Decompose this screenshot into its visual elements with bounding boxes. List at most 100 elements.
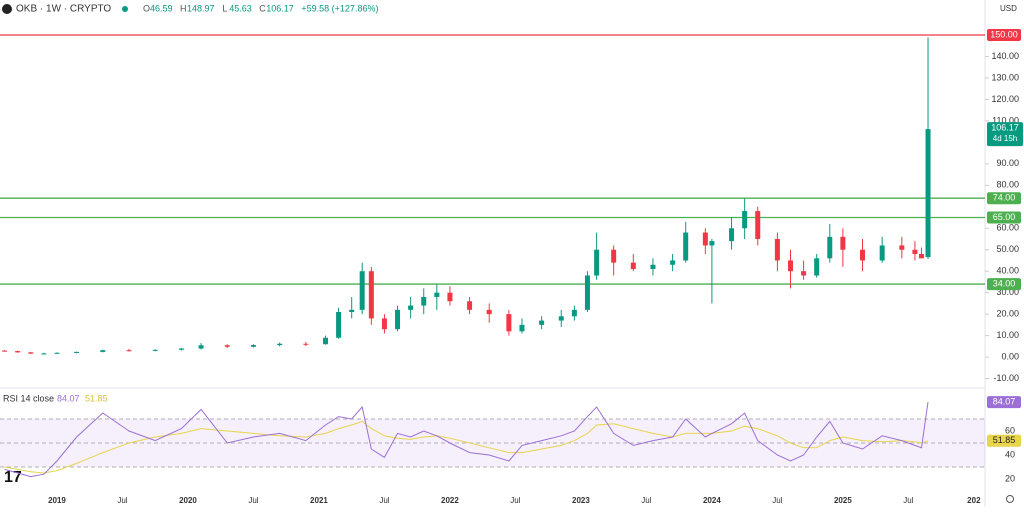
candle-body bbox=[571, 309, 577, 317]
level-label: 74.00 bbox=[993, 193, 1016, 203]
candle-body bbox=[558, 316, 564, 321]
candle-body bbox=[381, 318, 387, 330]
y-tick-label: 110.00 bbox=[992, 115, 1019, 125]
rsi-ma-value-label: 51.85 bbox=[993, 435, 1016, 445]
y-tick-label: 50.00 bbox=[996, 244, 1019, 254]
ohlc-key: L bbox=[222, 3, 227, 13]
x-tick-label: Jul bbox=[248, 496, 258, 505]
candle-body bbox=[879, 245, 885, 261]
y-tick-label: 130.00 bbox=[991, 72, 1019, 82]
x-tick-label: 2020 bbox=[179, 496, 197, 505]
candle-body bbox=[359, 271, 365, 310]
candle-body bbox=[434, 292, 440, 297]
ohlc-key: C bbox=[259, 3, 266, 13]
candle-body bbox=[912, 249, 918, 255]
candle-body bbox=[801, 271, 807, 276]
tv-logo: 17 bbox=[4, 469, 22, 486]
y-tick-label: 80.00 bbox=[996, 180, 1019, 190]
candle-body bbox=[224, 345, 230, 347]
candle-body bbox=[683, 232, 689, 261]
rsi-tick-label: 20 bbox=[1005, 473, 1015, 483]
x-tick-label: 2022 bbox=[441, 496, 459, 505]
y-tick-label: 0.00 bbox=[1001, 351, 1019, 361]
candle-body bbox=[506, 314, 512, 332]
candle-body bbox=[74, 351, 80, 353]
ohlc-value: 45.63 bbox=[229, 3, 252, 13]
candle-body bbox=[702, 232, 708, 246]
candle-body bbox=[774, 238, 780, 261]
y-tick-label: 120.00 bbox=[991, 94, 1019, 104]
candle-body bbox=[198, 345, 204, 349]
candle-body bbox=[519, 324, 525, 332]
candle-body bbox=[787, 260, 793, 272]
candle-body bbox=[594, 249, 600, 276]
candle-body bbox=[368, 271, 374, 319]
x-tick-label: 2023 bbox=[572, 496, 590, 505]
level-label: 65.00 bbox=[993, 212, 1016, 222]
y-tick-label: 60.00 bbox=[996, 223, 1019, 233]
candle-body bbox=[250, 345, 256, 347]
candle-body bbox=[729, 228, 735, 242]
level-label-box bbox=[987, 278, 1021, 291]
x-tick-label: 2019 bbox=[48, 496, 66, 505]
candle-body bbox=[918, 254, 924, 259]
candle-body bbox=[925, 129, 931, 258]
candle-body bbox=[126, 350, 132, 352]
symbol-icon bbox=[2, 4, 12, 14]
x-tick-label: Jul bbox=[772, 496, 782, 505]
rsi-ma-header-value: 51.85 bbox=[85, 393, 108, 403]
rsi-label: RSI 14 close bbox=[3, 393, 54, 403]
candle-body bbox=[41, 353, 47, 355]
candle-body bbox=[584, 275, 590, 310]
settings-icon[interactable] bbox=[1006, 495, 1014, 503]
candle-body bbox=[277, 343, 283, 346]
ohlc-key: O bbox=[143, 3, 150, 13]
candle-body bbox=[54, 352, 60, 354]
level-label-box bbox=[987, 211, 1021, 224]
candle-body bbox=[742, 211, 748, 229]
y-tick-label: 140.00 bbox=[991, 51, 1019, 61]
price-label: 106.17 bbox=[991, 122, 1019, 132]
ohlc-value: 148.97 bbox=[187, 3, 215, 13]
rsi-tick-label: 40 bbox=[1005, 449, 1015, 459]
ohlc-key: H bbox=[180, 3, 187, 13]
ohlc-value: 46.59 bbox=[150, 3, 173, 13]
candle-body bbox=[152, 349, 158, 351]
candle-body bbox=[322, 337, 328, 345]
y-tick-label: 40.00 bbox=[996, 266, 1019, 276]
candle-body bbox=[447, 292, 453, 302]
candle-body bbox=[28, 352, 34, 354]
rsi-line bbox=[4, 402, 929, 478]
candle-body bbox=[670, 260, 676, 265]
rsi-tick-label: 60 bbox=[1005, 425, 1015, 435]
candle-body bbox=[408, 305, 414, 310]
ohlc-row: O 46.59 H 148.97 L 45.63 C 106.17 +59.58 (+127.8… bbox=[143, 3, 378, 13]
rsi-value-label: 84.07 bbox=[993, 396, 1016, 406]
status-dot bbox=[122, 6, 128, 12]
candle-body bbox=[421, 296, 427, 306]
y-tick-label: 90.00 bbox=[996, 158, 1019, 168]
price-label-box bbox=[987, 122, 1023, 147]
candle-body bbox=[539, 320, 545, 325]
x-tick-label: Jul bbox=[903, 496, 913, 505]
y-tick-label: -10.00 bbox=[993, 373, 1019, 383]
candle-body bbox=[486, 309, 492, 315]
candle-body bbox=[630, 262, 636, 270]
currency: USD bbox=[1000, 4, 1017, 13]
candle-body bbox=[899, 245, 905, 250]
candle-body bbox=[336, 311, 342, 338]
candle-body bbox=[2, 350, 8, 352]
rsi-ma-label-box bbox=[987, 434, 1021, 447]
candle-body bbox=[814, 258, 820, 276]
candle-body bbox=[611, 249, 617, 263]
candle-body bbox=[349, 309, 355, 312]
candle-body bbox=[395, 309, 401, 330]
svg-text:17: 17 bbox=[4, 469, 22, 486]
symbol: OKB · 1W · CRYPTO bbox=[16, 4, 111, 15]
x-tick-label: Jul bbox=[379, 496, 389, 505]
y-tick-label: 20.00 bbox=[996, 309, 1019, 319]
candle-body bbox=[827, 236, 833, 259]
x-tick-label: 2024 bbox=[703, 496, 721, 505]
level-label: 150.00 bbox=[990, 29, 1018, 39]
